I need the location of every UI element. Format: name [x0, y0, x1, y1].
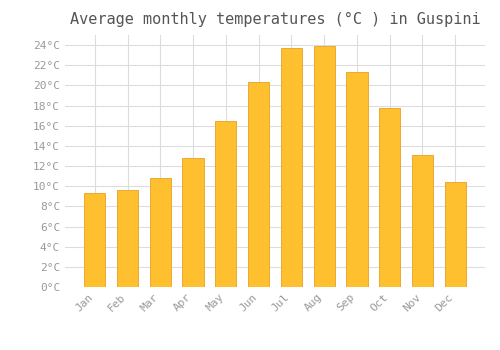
Bar	[379, 107, 400, 287]
Bar	[412, 155, 433, 287]
Bar	[215, 121, 236, 287]
Bar	[280, 48, 302, 287]
Title: Average monthly temperatures (°C ) in Guspini: Average monthly temperatures (°C ) in Gu…	[70, 12, 480, 27]
Bar	[182, 158, 204, 287]
Bar	[84, 193, 106, 287]
Bar	[150, 178, 171, 287]
Bar	[444, 182, 466, 287]
Bar	[314, 46, 335, 287]
Bar	[117, 190, 138, 287]
Bar	[248, 82, 270, 287]
Bar	[346, 72, 368, 287]
